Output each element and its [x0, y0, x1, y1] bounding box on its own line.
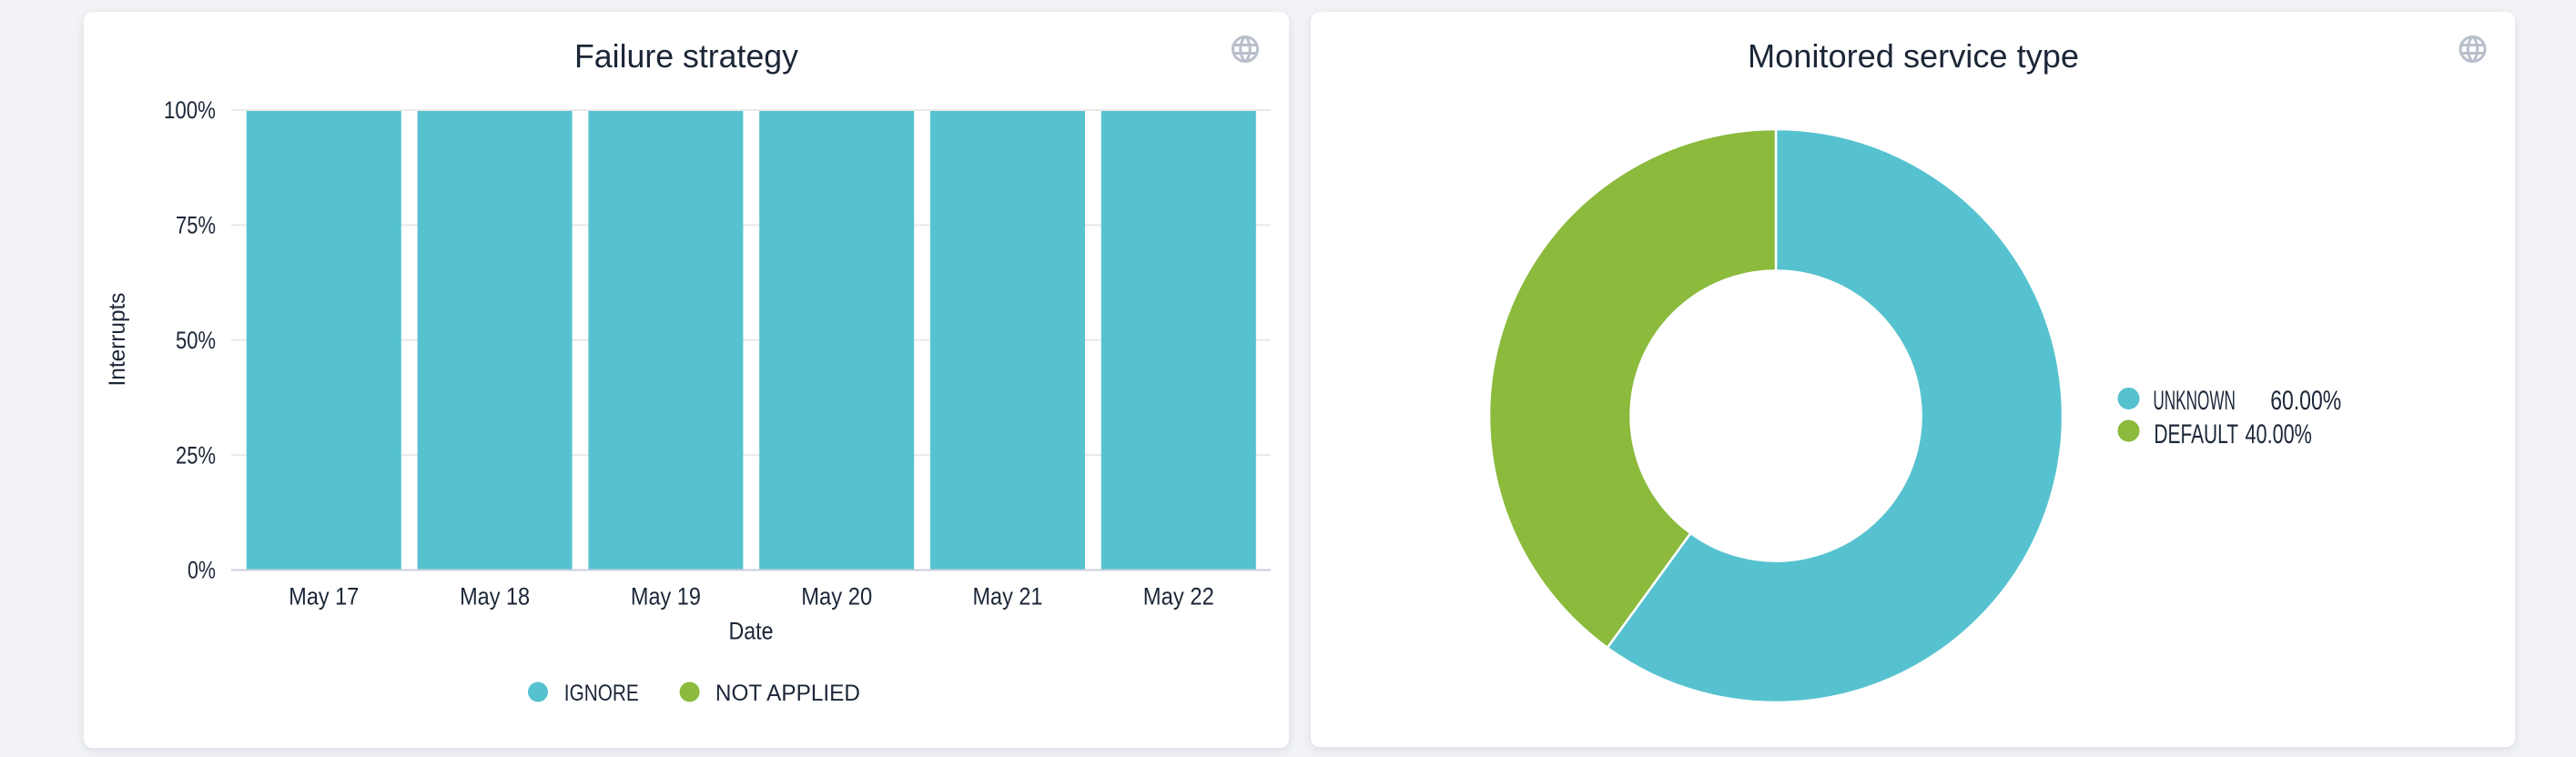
svg-text:60.00%: 60.00% — [2270, 386, 2341, 416]
svg-text:0%: 0% — [188, 557, 216, 584]
svg-text:40.00%: 40.00% — [2246, 419, 2312, 449]
svg-text:May 18: May 18 — [460, 582, 530, 610]
svg-text:Failure strategy: Failure strategy — [574, 37, 798, 75]
svg-text:NOT APPLIED: NOT APPLIED — [715, 681, 860, 706]
svg-text:DEFAULT: DEFAULT — [2154, 419, 2238, 449]
svg-text:Interrupts: Interrupts — [105, 293, 130, 387]
svg-text:May 17: May 17 — [289, 582, 359, 610]
svg-text:May 21: May 21 — [973, 582, 1043, 610]
svg-text:May 20: May 20 — [801, 582, 872, 610]
svg-text:IGNORE: IGNORE — [564, 681, 639, 706]
svg-text:Monitored service type: Monitored service type — [1748, 37, 2079, 75]
svg-text:May 19: May 19 — [631, 582, 701, 610]
svg-text:UNKNOWN: UNKNOWN — [2153, 386, 2236, 416]
svg-text:25%: 25% — [176, 441, 216, 469]
svg-text:100%: 100% — [164, 96, 216, 124]
svg-text:75%: 75% — [176, 212, 216, 239]
svg-text:May 22: May 22 — [1143, 582, 1214, 610]
svg-text:Date: Date — [729, 618, 774, 645]
svg-text:50%: 50% — [176, 327, 216, 354]
